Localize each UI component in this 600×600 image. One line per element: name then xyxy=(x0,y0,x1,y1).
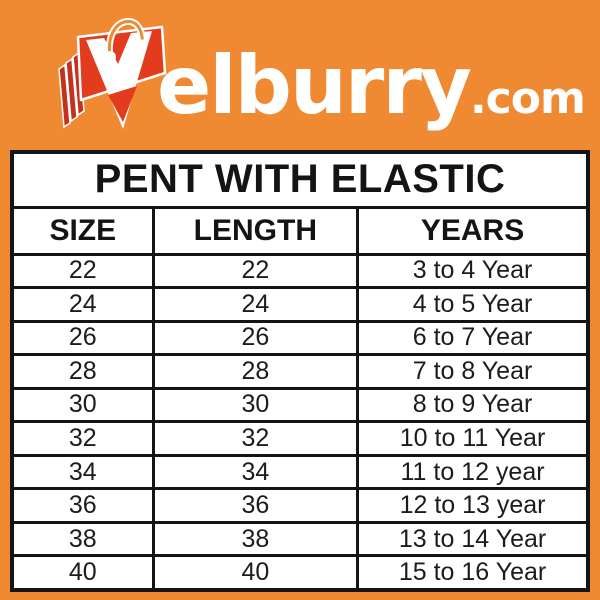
table-row: 36 36 12 to 13 year xyxy=(10,487,590,524)
size-cell: 30 xyxy=(10,386,155,424)
size-cell: 36 xyxy=(10,487,155,524)
years-cell: 15 to 16 Year xyxy=(356,554,590,592)
chart-title: PENT WITH ELASTIC xyxy=(10,150,590,209)
years-cell: 10 to 11 Year xyxy=(356,420,590,457)
table-row: 34 34 11 to 12 year xyxy=(10,453,590,491)
bag-side-stripes xyxy=(58,51,85,129)
title-row: PENT WITH ELASTIC xyxy=(10,150,590,209)
years-cell: 12 to 13 year xyxy=(356,487,590,524)
table-row: 32 32 10 to 11 Year xyxy=(10,420,590,457)
table-row: 28 28 7 to 8 Year xyxy=(10,353,590,390)
column-header-length: LENGTH xyxy=(151,205,360,256)
brand-domain-suffix: .com xyxy=(469,73,586,124)
size-cell: 40 xyxy=(10,554,155,592)
size-chart: PENT WITH ELASTIC SIZE LENGTH YEARS 22 2… xyxy=(10,150,590,592)
length-cell: 32 xyxy=(151,420,360,457)
logo-v-tail xyxy=(108,86,137,122)
table-row: 38 38 13 to 14 Year xyxy=(10,520,590,558)
size-cell: 34 xyxy=(10,453,155,491)
shopping-bag-icon xyxy=(58,18,167,129)
length-cell: 40 xyxy=(151,554,360,592)
size-cell: 38 xyxy=(10,520,155,558)
size-cell: 22 xyxy=(10,252,155,290)
years-cell: 3 to 4 Year xyxy=(356,252,590,290)
years-cell: 7 to 8 Year xyxy=(356,353,590,390)
column-header-size: SIZE xyxy=(10,205,155,256)
handle-knob xyxy=(104,51,116,63)
years-cell: 11 to 12 year xyxy=(356,453,590,491)
years-cell: 6 to 7 Year xyxy=(356,319,590,357)
size-cell: 32 xyxy=(10,420,155,457)
brand-wordmark: elburry.com xyxy=(157,46,586,126)
length-cell: 36 xyxy=(151,487,360,524)
length-cell: 28 xyxy=(151,353,360,390)
years-cell: 8 to 9 Year xyxy=(356,386,590,424)
length-cell: 24 xyxy=(151,286,360,323)
size-cell: 24 xyxy=(10,286,155,323)
logo-v-mark xyxy=(86,31,152,129)
column-header-years: YEARS xyxy=(356,205,590,256)
header-row: SIZE LENGTH YEARS xyxy=(10,205,590,256)
size-cell: 28 xyxy=(10,353,155,390)
length-cell: 30 xyxy=(151,386,360,424)
length-cell: 22 xyxy=(151,252,360,290)
table-row: 24 24 4 to 5 Year xyxy=(10,286,590,323)
length-cell: 26 xyxy=(151,319,360,357)
length-cell: 34 xyxy=(151,453,360,491)
years-cell: 4 to 5 Year xyxy=(356,286,590,323)
size-table-body: 22 22 3 to 4 Year 24 24 4 to 5 Year 26 2… xyxy=(10,252,590,592)
length-cell: 38 xyxy=(151,520,360,558)
handle-knob xyxy=(136,39,148,51)
table-row: 22 22 3 to 4 Year xyxy=(10,252,590,290)
size-cell: 26 xyxy=(10,319,155,357)
years-cell: 13 to 14 Year xyxy=(356,520,590,558)
size-chart-table: PENT WITH ELASTIC SIZE LENGTH YEARS 22 2… xyxy=(10,150,590,592)
table-row: 40 40 15 to 16 Year xyxy=(10,554,590,592)
table-row: 26 26 6 to 7 Year xyxy=(10,319,590,357)
table-row: 30 30 8 to 9 Year xyxy=(10,386,590,424)
brand-name: elburry xyxy=(157,39,472,132)
